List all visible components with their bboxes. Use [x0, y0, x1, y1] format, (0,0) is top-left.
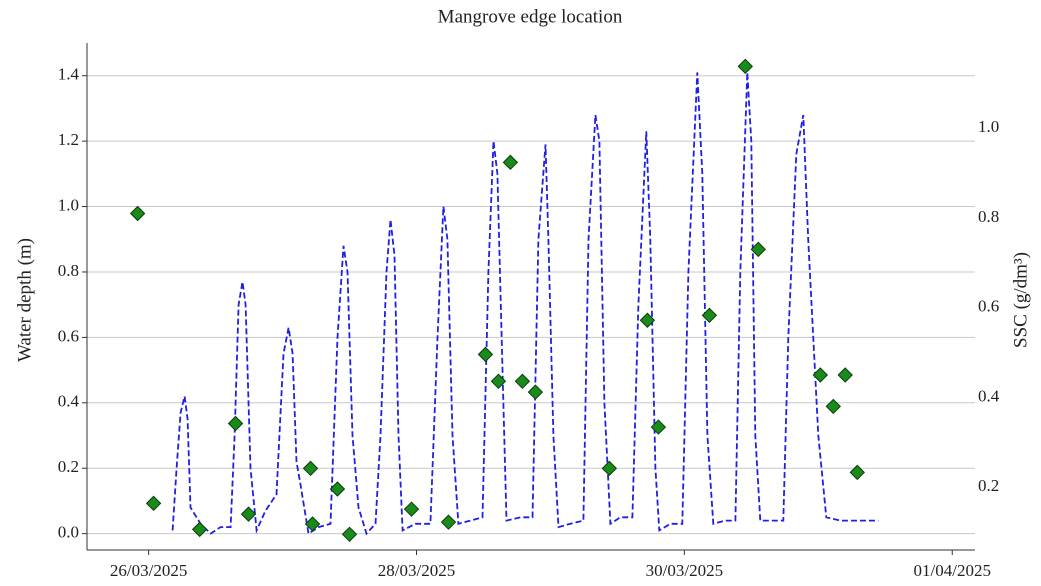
y-tick-label: 1.4 — [58, 65, 80, 84]
ssc-marker — [750, 241, 766, 258]
ssc-marker — [502, 154, 519, 171]
ssc-marker — [129, 205, 146, 222]
ssc-marker — [477, 346, 494, 363]
x-tick-label: 28/03/2025 — [378, 561, 455, 580]
y2-tick-label: 0.8 — [978, 207, 999, 226]
ssc-marker — [527, 384, 544, 400]
y-tick-label: 1.2 — [58, 130, 79, 149]
y2-tick-label: 0.2 — [978, 476, 999, 495]
y2-tick-label: 0.4 — [978, 386, 1000, 405]
ssc-marker — [650, 419, 667, 435]
ssc-marker — [812, 367, 829, 383]
x-tick-label: 26/03/2025 — [110, 561, 187, 580]
ssc-marker — [191, 521, 208, 538]
ssc-marker — [701, 307, 718, 324]
y-tick-label: 0.4 — [58, 392, 80, 411]
ssc-marker — [302, 460, 319, 477]
x-tick-label: 01/04/2025 — [914, 561, 991, 580]
y-tick-label: 0.2 — [58, 457, 79, 476]
ssc-marker — [601, 460, 618, 477]
y-tick-label: 0.0 — [58, 523, 79, 542]
y-tick-label: 0.8 — [58, 261, 79, 280]
chart-title: Mangrove edge location — [438, 6, 623, 27]
y2-tick-label: 1.0 — [978, 117, 999, 136]
y2-axis-label: SSC (g/dm³) — [1010, 252, 1031, 348]
y-tick-label: 0.6 — [58, 326, 79, 345]
y-tick-label: 1.0 — [58, 195, 79, 214]
ssc-marker — [849, 464, 865, 481]
ssc-marker — [240, 506, 257, 522]
ssc-marker — [341, 526, 358, 543]
y-axis-label: Water depth (m) — [14, 238, 35, 362]
ssc-marker — [329, 481, 346, 497]
ssc-marker — [490, 373, 507, 390]
x-tick-label: 30/03/2025 — [646, 561, 723, 580]
ssc-marker — [639, 312, 656, 328]
ssc-marker — [837, 367, 853, 383]
ssc-marker — [304, 516, 321, 532]
ssc-marker — [145, 495, 162, 512]
ssc-marker — [227, 415, 244, 432]
ssc-marker — [403, 501, 420, 517]
water-depth-line — [171, 72, 879, 536]
ssc-marker — [440, 514, 457, 530]
y2-tick-label: 0.6 — [978, 297, 999, 316]
ssc-marker — [825, 398, 842, 415]
ssc-marker — [737, 58, 754, 75]
ssc-marker — [514, 373, 531, 390]
